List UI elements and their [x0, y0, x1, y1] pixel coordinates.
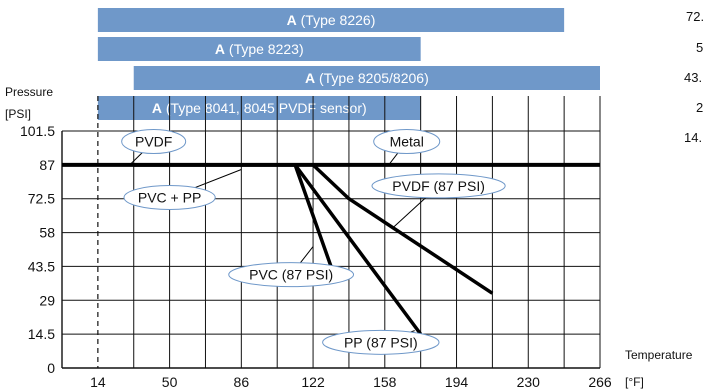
annotation-label: PVC + PP	[138, 190, 201, 206]
annotation-bubble	[123, 185, 216, 211]
annotation-bubble	[228, 262, 355, 288]
series-lines	[62, 162, 600, 336]
y-tick-label: 101.5	[20, 123, 55, 139]
annotation-label: PVDF (87 PSI)	[392, 178, 485, 194]
range-bar-prefix: A	[287, 12, 297, 28]
y-tick-label: 87	[39, 157, 55, 173]
x-tick-label: 122	[301, 374, 325, 389]
range-bar-label: A (Type 8223)	[215, 41, 304, 57]
annotation-bubble	[322, 329, 440, 355]
side-label: 2	[696, 100, 703, 115]
range-bar	[97, 37, 421, 61]
side-label: 14.	[684, 130, 702, 145]
side-label: 72.	[686, 9, 704, 24]
x-tick-label: 86	[234, 374, 250, 389]
annotation-label: PP (87 PSI)	[344, 334, 418, 350]
series-line	[133, 163, 333, 268]
side-label: 5	[696, 40, 703, 55]
y-tick-label: 29	[39, 292, 55, 308]
annotation-bubble	[373, 129, 441, 155]
range-bar-text: (Type 8041, 8045 PVDF sensor)	[162, 100, 367, 116]
range-bar	[133, 66, 600, 90]
y-tick-label: 58	[39, 225, 55, 241]
axis-labels: Pressure [PSI] Temperature [°F]	[5, 85, 693, 389]
range-bar-prefix: A	[305, 70, 315, 86]
x-tick-label: 158	[373, 374, 397, 389]
range-bar-prefix: A	[215, 41, 225, 57]
y-axis-label: Pressure	[5, 85, 53, 99]
x-tick-label: 230	[517, 374, 541, 389]
annotation-label: Metal	[390, 134, 424, 150]
y-tick-label: 43.5	[28, 258, 55, 274]
y-axis-unit: [PSI]	[5, 107, 31, 121]
range-bar	[97, 96, 421, 120]
annotation-label: PVC (87 PSI)	[249, 267, 333, 283]
y-tick-label: 0	[47, 360, 55, 376]
range-bar-label: A (Type 8041, 8045 PVDF sensor)	[152, 100, 367, 116]
ticks: 14 50 86 122 158 194 230 266 0 14.5 29 43.5 58 72.5 87…	[20, 123, 612, 389]
range-bar-label: A (Type 8205/8206)	[305, 70, 429, 86]
x-tick-label: 50	[162, 374, 178, 389]
range-bar	[97, 8, 565, 32]
x-axis-label: Temperature	[625, 348, 693, 362]
range-bar-prefix: A	[152, 100, 162, 116]
annotation-bubble	[121, 129, 187, 155]
x-tick-label: 194	[445, 374, 469, 389]
range-bar-text: (Type 8205/8206)	[315, 70, 429, 86]
annotations: PVDF Metal PVC + PP PVDF (87 PSI) PVC (87 PS…	[121, 129, 506, 355]
series-line	[311, 163, 494, 295]
range-bar-text: (Type 8223)	[225, 41, 304, 57]
y-tick-label: 14.5	[28, 326, 55, 342]
x-tick-label: 266	[588, 374, 612, 389]
annotation-bubble	[371, 173, 506, 199]
side-label: 43.	[684, 70, 702, 85]
range-bar-text: (Type 8226)	[297, 12, 376, 28]
side-labels: 72. 5 43. 2 14.	[684, 9, 704, 145]
range-bars: A (Type 8226)A (Type 8223)A (Type 8205/8…	[97, 8, 600, 120]
annotation-label: PVDF	[135, 134, 172, 150]
x-tick-label: 14	[90, 374, 106, 389]
range-bar-label: A (Type 8226)	[287, 12, 376, 28]
x-axis-unit: [°F]	[625, 375, 644, 389]
y-tick-label: 72.5	[28, 191, 55, 207]
